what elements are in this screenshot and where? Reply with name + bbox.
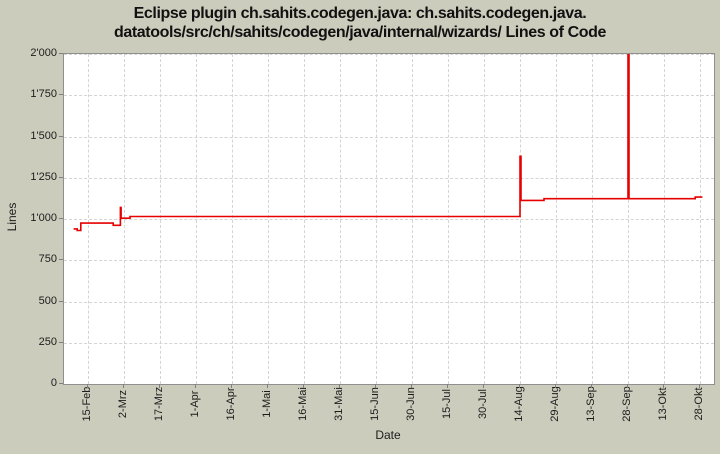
x-tick-label: 2-Mrz (117, 389, 129, 419)
y-tick-label: 0 (50, 377, 57, 389)
y-tick-label: 500 (38, 294, 57, 307)
y-tick-label: 750 (38, 253, 57, 266)
x-tick-label: 16-Apr (225, 387, 237, 421)
x-tick-mark (303, 384, 304, 388)
y-axis-title: Lines (5, 202, 19, 232)
y-tick-mark (59, 341, 63, 343)
horizontal-gridline (64, 301, 714, 303)
y-tick-label: 250 (38, 335, 57, 348)
x-tick-mark (123, 384, 124, 388)
horizontal-gridline (64, 177, 714, 179)
vertical-gridline (448, 54, 449, 384)
horizontal-gridline (64, 260, 714, 262)
chart-title-line1: Eclipse plugin ch.sahits.codegen.java: c… (133, 5, 587, 22)
horizontal-gridline (64, 342, 714, 344)
vertical-gridline (592, 54, 593, 384)
y-tick-label: 1'000 (30, 212, 57, 224)
vertical-gridline (412, 54, 413, 384)
x-tick-mark (627, 384, 628, 388)
vertical-gridline (484, 54, 485, 384)
x-tick-label: 15-Feb (81, 386, 93, 422)
x-axis-title: Date (375, 428, 401, 442)
loc-step-line (73, 54, 703, 232)
horizontal-gridline (64, 136, 714, 138)
y-tick-mark (59, 176, 63, 178)
y-tick-mark (59, 259, 63, 261)
x-tick-mark (663, 384, 664, 388)
vertical-gridline (520, 54, 521, 384)
x-tick-label: 30-Jul (477, 389, 489, 419)
horizontal-gridline (64, 219, 714, 220)
vertical-gridline (376, 54, 377, 384)
vertical-gridline (304, 54, 305, 384)
x-tick-label: 16-Mai (297, 387, 309, 421)
vertical-gridline (556, 54, 557, 384)
x-tick-label: 13-Okt (657, 387, 669, 421)
y-tick-label: 1'500 (30, 129, 57, 142)
vertical-gridline (196, 54, 197, 384)
vertical-gridline (88, 54, 89, 384)
y-tick-mark (59, 135, 63, 137)
x-tick-label: 17-Mrz (153, 386, 165, 422)
y-tick-mark (59, 300, 63, 302)
vertical-gridline (160, 54, 161, 384)
x-tick-mark (267, 384, 268, 388)
x-tick-label: 15-Jul (441, 389, 453, 419)
x-tick-label: 28-Okt (693, 387, 705, 421)
x-tick-mark (339, 384, 340, 388)
x-tick-mark (87, 384, 88, 388)
y-tick-label: 1'250 (30, 170, 57, 183)
x-tick-mark (699, 384, 700, 388)
horizontal-gridline (64, 95, 714, 97)
x-tick-label: 28-Sep (621, 386, 633, 422)
horizontal-gridline (64, 54, 714, 55)
vertical-gridline (340, 54, 341, 384)
line-series-canvas (73, 54, 703, 232)
chart-title: Eclipse plugin ch.sahits.codegen.java: c… (0, 4, 720, 42)
chart-title-line2: datatools/src/ch/sahits/codegen/java/int… (113, 24, 607, 41)
x-tick-mark (483, 384, 484, 388)
x-tick-mark (555, 384, 556, 388)
x-tick-label: 13-Sep (585, 386, 597, 422)
x-tick-label: 1-Apr (189, 390, 201, 418)
vertical-gridline (268, 54, 269, 384)
x-tick-mark (231, 384, 232, 388)
y-tick-mark (59, 383, 63, 384)
vertical-gridline (232, 54, 233, 384)
x-tick-mark (411, 384, 412, 388)
x-tick-mark (591, 384, 592, 388)
x-tick-label: 29-Aug (549, 386, 561, 422)
y-tick-mark (59, 53, 63, 54)
vertical-gridline (664, 54, 665, 384)
y-tick-mark (59, 94, 63, 96)
y-tick-label: 1'750 (30, 88, 57, 101)
y-tick-label: 2'000 (30, 47, 57, 59)
x-tick-mark (195, 384, 196, 388)
x-tick-mark (159, 384, 160, 388)
vertical-gridline (628, 54, 629, 384)
x-tick-mark (375, 384, 376, 388)
x-tick-label: 1-Mai (261, 390, 273, 418)
y-tick-mark (59, 218, 63, 219)
vertical-gridline (700, 54, 701, 384)
plot-area (63, 53, 715, 385)
x-tick-mark (519, 384, 520, 388)
x-tick-label: 14-Aug (513, 386, 525, 422)
x-tick-mark (447, 384, 448, 388)
